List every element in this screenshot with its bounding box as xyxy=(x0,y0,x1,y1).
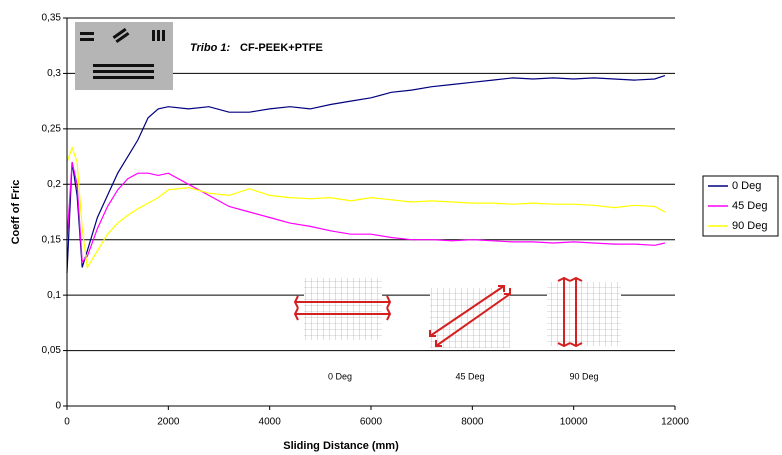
y-tick-label: 0,3 xyxy=(47,68,61,79)
diagram-0deg xyxy=(293,278,392,340)
y-tick-label: 0,15 xyxy=(42,234,62,245)
y-axis-label: Coeff of Fric xyxy=(10,180,22,245)
legend-label: 90 Deg xyxy=(732,220,767,232)
annotation: 45 Deg xyxy=(455,371,484,381)
x-axis-label: Sliding Distance (mm) xyxy=(283,440,399,452)
x-tick-label: 6000 xyxy=(360,417,383,428)
x-tick-label: 12000 xyxy=(661,417,689,428)
diagram-45deg xyxy=(429,285,511,348)
legend-label: 45 Deg xyxy=(732,200,767,212)
x-tick-label: 8000 xyxy=(461,417,484,428)
legend-items: 0 Deg 45 Deg 90 Deg xyxy=(708,180,767,232)
sample-photo xyxy=(75,22,173,90)
x-tick-label: 10000 xyxy=(560,417,588,428)
series-line xyxy=(66,145,666,270)
series-line xyxy=(66,75,666,274)
y-tick-label: 0,1 xyxy=(47,290,61,301)
diagram-90deg xyxy=(547,276,621,348)
y-tick-label: 0,25 xyxy=(42,123,62,134)
y-tick-label: 0,05 xyxy=(42,345,62,356)
lines xyxy=(66,75,666,274)
y-tick-label: 0,35 xyxy=(42,13,62,24)
x-tick-label: 2000 xyxy=(157,417,180,428)
annotation: Tribo 1: xyxy=(190,42,230,54)
legend-label: 0 Deg xyxy=(732,180,761,192)
y-tick-label: 0,2 xyxy=(47,179,61,190)
y-tick-label: 0 xyxy=(55,401,61,412)
x-tick-label: 0 xyxy=(64,417,70,428)
annotation: CF-PEEK+PTFE xyxy=(240,42,323,54)
series-line xyxy=(66,161,666,264)
annotation: 90 Deg xyxy=(569,371,598,381)
annotation: 0 Deg xyxy=(328,371,352,381)
x-tick-label: 4000 xyxy=(259,417,282,428)
